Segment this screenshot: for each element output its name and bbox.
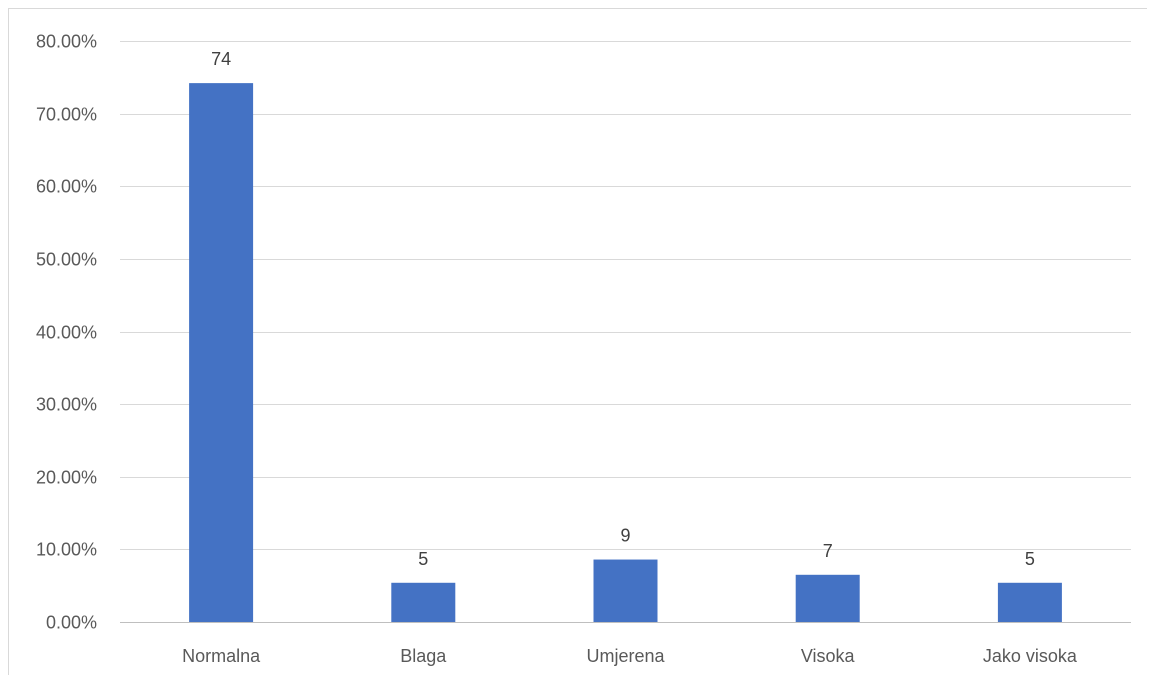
data-label: 5 [1025, 549, 1035, 569]
y-tick-label: 70.00% [36, 105, 97, 125]
x-tick-label: Blaga [400, 646, 447, 666]
data-label: 74 [211, 49, 231, 69]
y-tick-label: 40.00% [36, 323, 97, 343]
x-tick-label: Visoka [801, 646, 856, 666]
gridlines [120, 41, 1131, 623]
y-tick-label: 0.00% [46, 613, 97, 633]
y-tick-label: 10.00% [36, 540, 97, 560]
bar-jako-visoka [997, 582, 1062, 622]
y-tick-label: 20.00% [36, 468, 97, 488]
bar-umjerena [593, 559, 658, 622]
data-label: 5 [418, 549, 428, 569]
bars [189, 83, 1062, 622]
bar-normalna [189, 83, 254, 622]
bar-visoka [795, 574, 860, 622]
y-tick-label: 30.00% [36, 395, 97, 415]
x-tick-label: Umjerena [586, 646, 665, 666]
data-label: 9 [620, 526, 630, 546]
data-label: 7 [823, 541, 833, 561]
bar-blaga [391, 582, 456, 622]
y-tick-label: 50.00% [36, 250, 97, 270]
x-axis-tick-labels: Normalna Blaga Umjerena Visoka Jako visoka [182, 646, 1078, 666]
y-tick-label: 80.00% [36, 32, 97, 52]
x-tick-label: Normalna [182, 646, 261, 666]
y-tick-label: 60.00% [36, 177, 97, 197]
x-tick-label: Jako visoka [983, 646, 1078, 666]
data-labels: 74 5 9 7 5 [211, 49, 1035, 569]
y-axis-tick-labels: 0.00% 10.00% 20.00% 30.00% 40.00% 50.00% 60.00… [36, 32, 97, 633]
